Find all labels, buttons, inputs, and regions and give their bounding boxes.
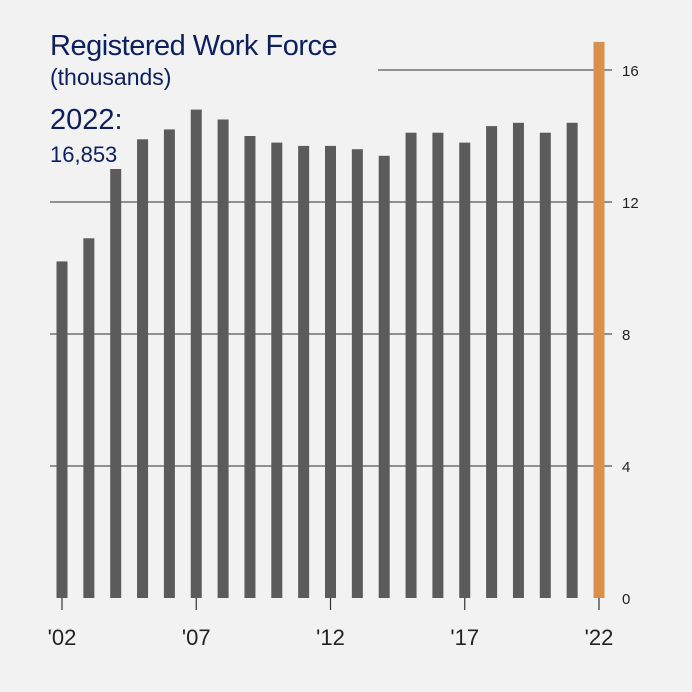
x-tick-label: '02 xyxy=(48,625,77,650)
bar xyxy=(378,155,390,599)
bar xyxy=(163,129,175,598)
bar xyxy=(110,169,122,598)
chart-title: Registered Work Force xyxy=(50,30,338,62)
bar xyxy=(459,142,471,598)
bar xyxy=(432,132,444,598)
x-tick-label: '12 xyxy=(316,625,345,650)
bar xyxy=(83,238,95,599)
bar xyxy=(405,132,417,598)
x-tick-label: '22 xyxy=(585,625,614,650)
highlight-bar xyxy=(593,41,605,598)
bar xyxy=(137,139,149,599)
chart-subtitle: (thousands) xyxy=(50,64,172,90)
bar xyxy=(56,261,68,598)
bars xyxy=(56,41,605,599)
y-tick-label: 12 xyxy=(622,195,639,212)
bar xyxy=(271,142,283,598)
bar xyxy=(244,136,256,598)
bar xyxy=(351,149,363,598)
y-tick-label: 0 xyxy=(622,591,630,608)
bar xyxy=(325,145,336,598)
highlight-value: 16,853 xyxy=(50,142,118,167)
highlight-label: 2022: xyxy=(50,104,123,136)
y-tick-label: 16 xyxy=(622,63,639,80)
y-tick-label: 8 xyxy=(622,327,630,344)
bar xyxy=(217,119,229,598)
bar xyxy=(539,132,551,598)
bar xyxy=(190,109,202,598)
bar xyxy=(566,122,578,599)
bar xyxy=(486,126,498,598)
y-tick-label: 4 xyxy=(622,459,630,476)
bar xyxy=(298,145,310,598)
bar xyxy=(512,122,524,599)
x-tick-label: '17 xyxy=(450,625,479,650)
x-axis-ticks: '02 '07 '12 '17 '22 xyxy=(48,598,614,650)
x-tick-label: '07 xyxy=(182,625,211,650)
y-axis-ticks: 0 4 8 12 16 xyxy=(622,63,639,608)
